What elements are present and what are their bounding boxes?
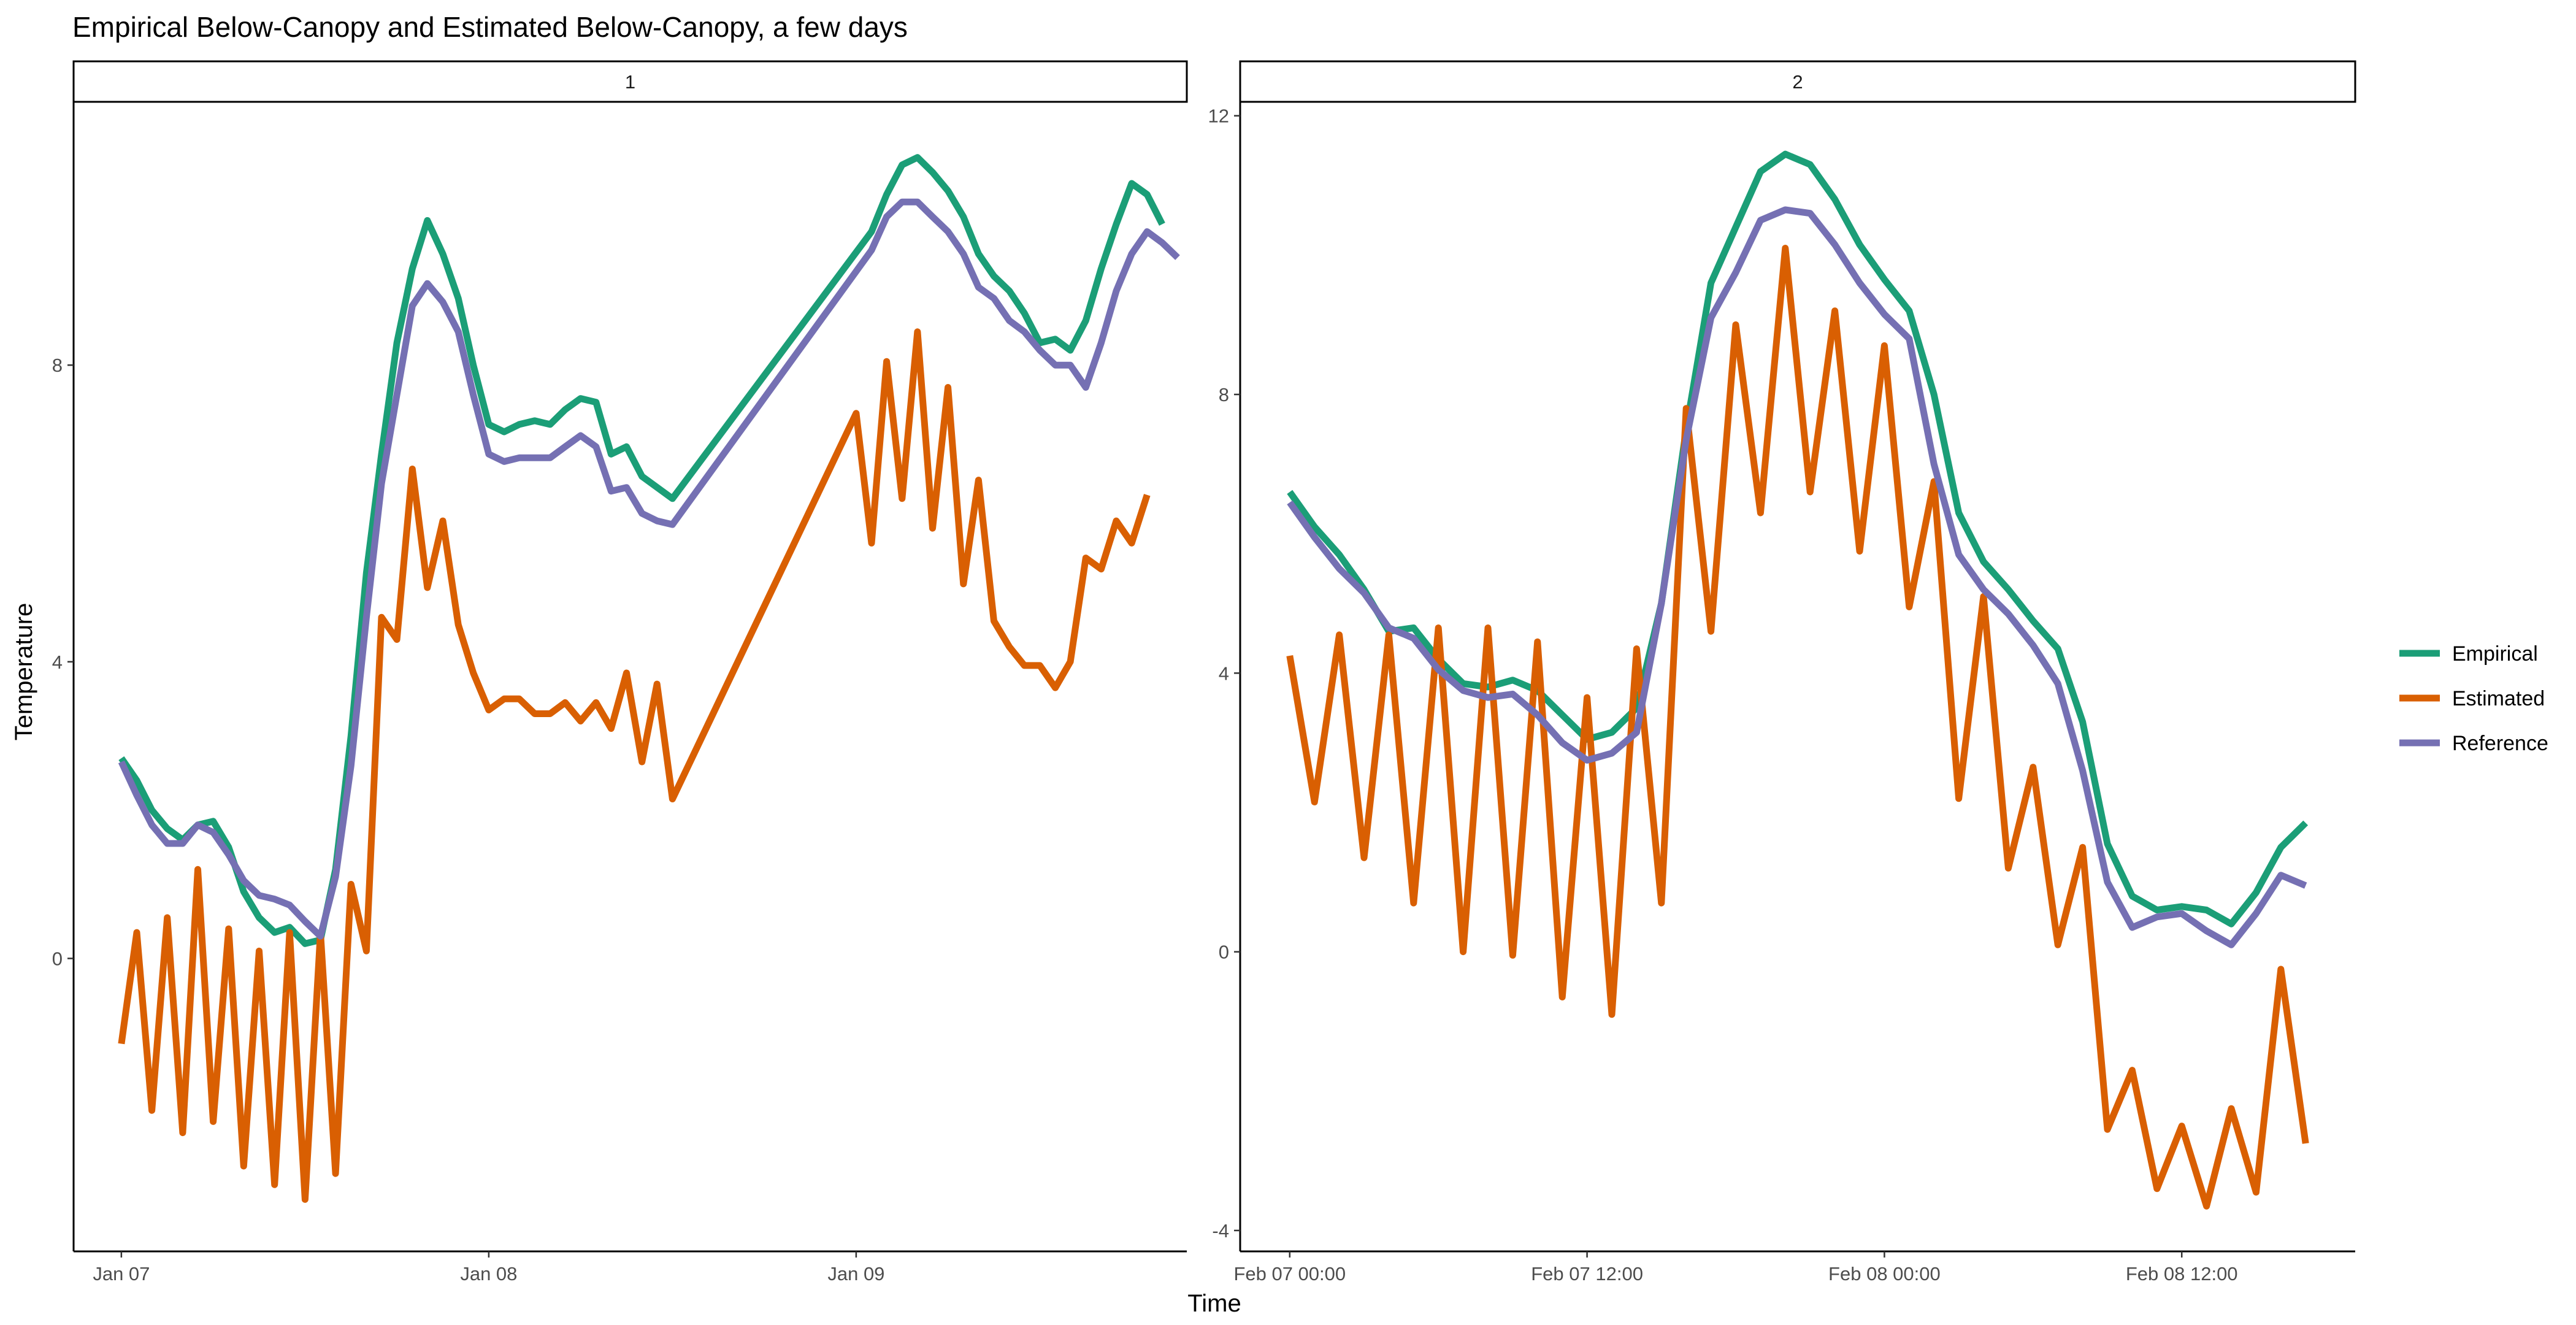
legend-label: Estimated	[2452, 687, 2545, 710]
y-axis-title: Temperature	[10, 603, 37, 741]
x-tick-label: Jan 09	[827, 1263, 884, 1285]
legend-label: Empirical	[2452, 642, 2538, 666]
y-tick-label: 4	[1219, 662, 1229, 684]
y-tick-label: 8	[1219, 384, 1229, 405]
x-tick-label: Feb 07 00:00	[1233, 1263, 1346, 1285]
legend: Empirical Estimated Reference	[2399, 642, 2548, 755]
x-tick-label: Jan 08	[460, 1263, 517, 1285]
x-tick-label: Feb 08 12:00	[2126, 1263, 2238, 1285]
series-line-empirical	[118, 154, 1165, 947]
strip-label: 2	[1792, 71, 1803, 93]
series-line-reference	[118, 198, 1180, 940]
legend-item-estimated: Estimated	[2399, 687, 2545, 710]
legend-item-empirical: Empirical	[2399, 642, 2538, 666]
series-line-reference	[1287, 206, 2307, 948]
y-tick-label: 0	[1219, 942, 1229, 963]
panel-1: 1 0 4 8 Jan 07 Jan 08 Jan 09	[52, 60, 1188, 1285]
x-axis-title: Time	[1187, 1290, 1241, 1317]
legend-label: Reference	[2452, 732, 2548, 755]
y-tick-label: 0	[52, 948, 63, 969]
legend-item-reference: Reference	[2399, 732, 2548, 755]
series-line-estimated	[118, 328, 1151, 1203]
y-tick-label: -4	[1212, 1220, 1229, 1242]
y-tick-label: 4	[52, 651, 63, 673]
x-tick-label: Jan 07	[93, 1263, 150, 1285]
strip-label: 1	[625, 71, 635, 93]
panels: 1 0 4 8 Jan 07 Jan 08 Jan 09 2 -4 0 4 8 12 Feb 07 00:…	[52, 60, 2356, 1285]
x-tick-label: Feb 07 12:00	[1531, 1263, 1643, 1285]
strip-box	[72, 60, 1188, 103]
y-tick-label: 8	[52, 355, 63, 376]
x-tick-label: Feb 08 00:00	[1828, 1263, 1941, 1285]
series-line-empirical	[1287, 150, 2309, 928]
panel-2: 2 -4 0 4 8 12 Feb 07 00:00 Feb 07 12:00 Feb 08 0…	[1208, 60, 2356, 1285]
series-line-estimated	[1286, 245, 2309, 1210]
strip-box	[1239, 60, 2356, 103]
chart-title: Empirical Below-Canopy and Estimated Bel…	[72, 11, 908, 43]
y-tick-label: 12	[1208, 106, 1229, 127]
